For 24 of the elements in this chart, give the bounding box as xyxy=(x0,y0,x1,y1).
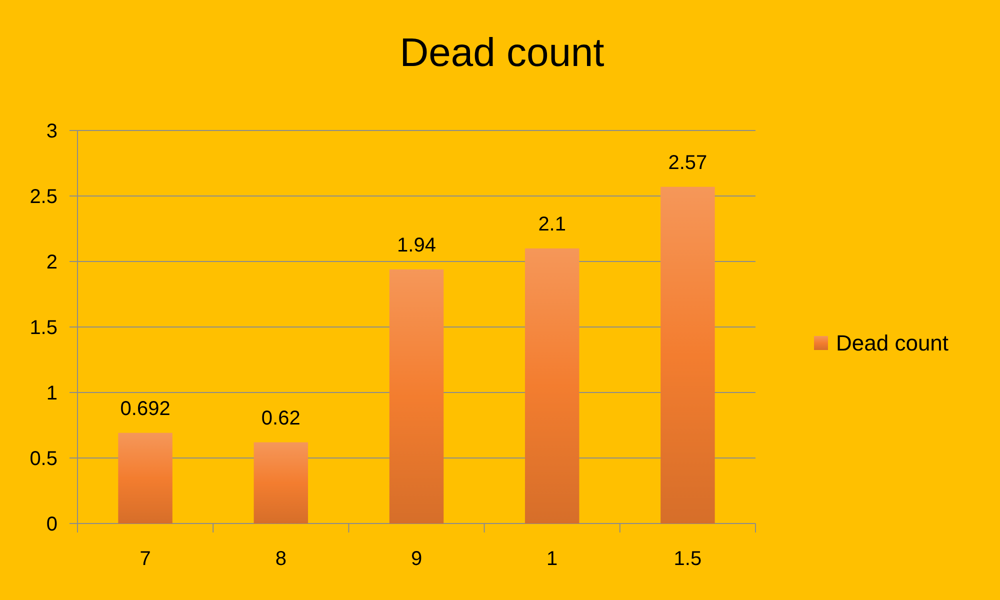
bar xyxy=(660,186,715,524)
y-tick-label: 2 xyxy=(46,252,58,274)
y-tick-label: 1 xyxy=(46,382,58,404)
bar xyxy=(389,269,444,524)
y-tick-label: 1.5 xyxy=(30,317,58,339)
x-tick-label: 9 xyxy=(410,548,422,570)
bar xyxy=(118,432,172,524)
data-label: 0.62 xyxy=(261,407,300,430)
bar xyxy=(254,442,308,524)
legend-label: Dead count xyxy=(836,330,949,356)
data-label: 0.692 xyxy=(120,398,170,420)
data-label: 2.1 xyxy=(538,213,566,236)
x-tick-label: 1 xyxy=(546,548,558,570)
x-tick-label: 7 xyxy=(140,548,151,570)
x-tick-label: 8 xyxy=(275,548,286,570)
data-label: 2.57 xyxy=(668,152,708,174)
chart-title: Dead count xyxy=(400,31,604,75)
y-tick-label: 3 xyxy=(46,120,58,142)
y-tick-label: 0 xyxy=(46,514,58,536)
bar xyxy=(524,248,580,524)
y-tick-label: 2.5 xyxy=(30,186,58,208)
x-tick-label: 1.5 xyxy=(674,548,702,570)
y-tick-label: 0.5 xyxy=(30,448,58,470)
data-label: 1.94 xyxy=(397,234,436,256)
